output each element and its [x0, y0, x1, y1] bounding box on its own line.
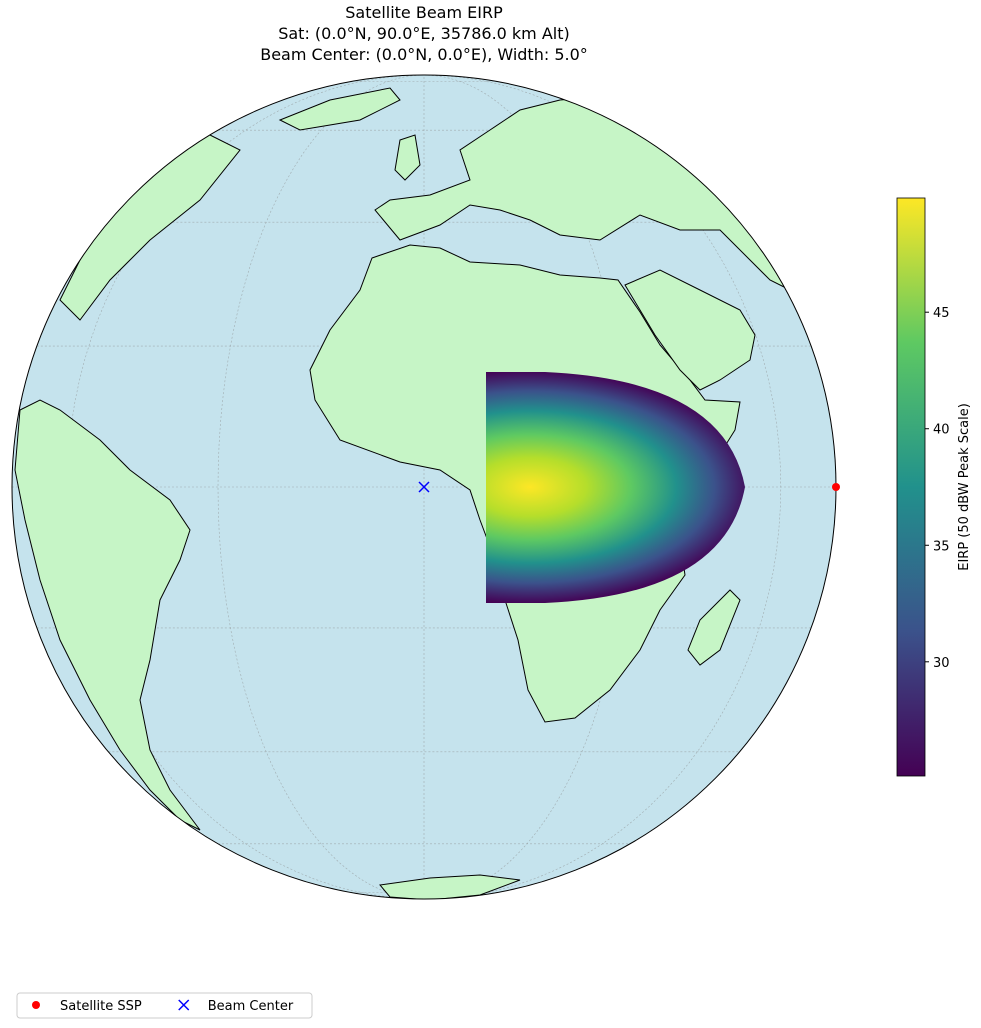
globe — [12, 75, 836, 899]
legend-label: Satellite SSP — [60, 999, 142, 1014]
legend: Satellite SSP Beam Center — [16, 992, 313, 1019]
colorbar-tick-label: 40 — [933, 423, 950, 438]
marker — [178, 999, 190, 1011]
marker — [418, 481, 430, 493]
graticule-line — [217, 75, 425, 899]
legend-box — [16, 992, 313, 1019]
legend-label: Beam Center — [208, 999, 294, 1014]
marker — [32, 1001, 40, 1009]
markers — [418, 481, 840, 493]
graticule-line — [423, 75, 782, 899]
land — [394, 134, 421, 181]
subtitle: Beam Center: (0.0°N, 0.0°E), Width: 5.0° — [260, 45, 588, 64]
marker — [832, 483, 840, 491]
land — [278, 87, 401, 131]
land — [14, 399, 201, 831]
colorbar — [896, 197, 926, 777]
land — [624, 269, 756, 391]
title: Satellite Beam EIRP — [345, 3, 503, 22]
land — [379, 874, 521, 899]
colorbar-tick-label: 45 — [933, 306, 950, 321]
colorbar-tick-label: 30 — [933, 656, 950, 671]
colorbar-ticks: 30 35 40 45 — [925, 306, 950, 671]
land — [687, 589, 741, 666]
colorbar-label: EIRP (50 dBW Peak Scale) — [957, 403, 972, 571]
beam-footprint — [486, 372, 745, 603]
subtitle: Sat: (0.0°N, 90.0°E, 35786.0 km Alt) — [278, 24, 570, 43]
colorbar-tick-label: 35 — [933, 539, 950, 554]
